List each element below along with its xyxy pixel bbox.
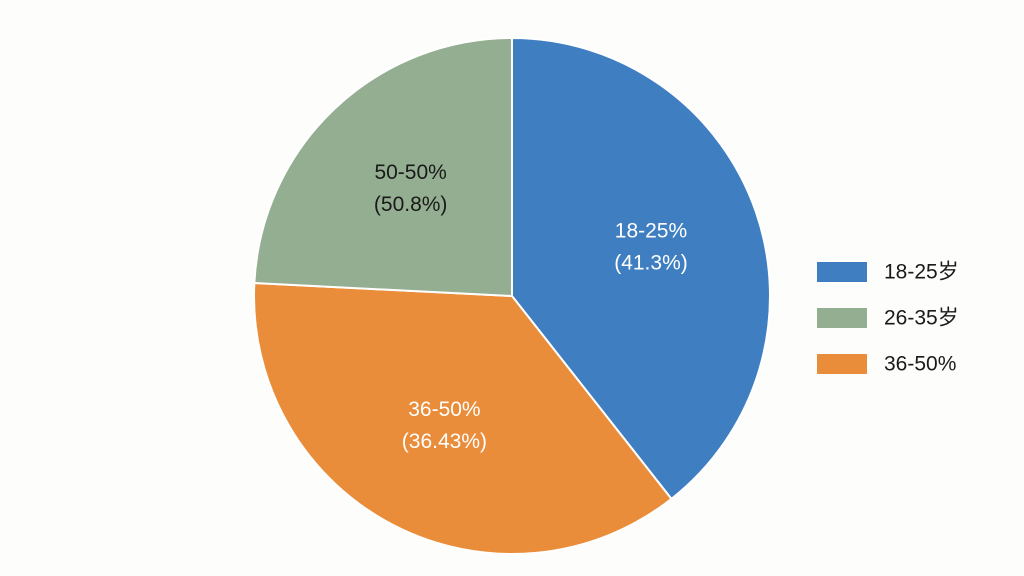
legend-label: 36-50% bbox=[884, 353, 956, 376]
pie-slice bbox=[253, 281, 673, 555]
slice-sublabel: (41.3%) bbox=[614, 251, 688, 274]
legend-swatch bbox=[817, 262, 867, 282]
legend-swatch bbox=[817, 354, 867, 374]
slice-label: 18-25% bbox=[615, 219, 687, 242]
legend-swatch bbox=[817, 308, 867, 328]
pie-slice bbox=[511, 36, 771, 501]
slice-sublabel: (36.43%) bbox=[402, 430, 487, 453]
legend-label: 26-35岁 bbox=[884, 307, 959, 330]
legend-label: 18-25岁 bbox=[884, 261, 959, 284]
slice-label: 50-50% bbox=[374, 161, 446, 184]
slice-label: 36-50% bbox=[408, 398, 480, 421]
slice-sublabel: (50.8%) bbox=[374, 193, 448, 216]
pie-slice bbox=[253, 36, 513, 298]
